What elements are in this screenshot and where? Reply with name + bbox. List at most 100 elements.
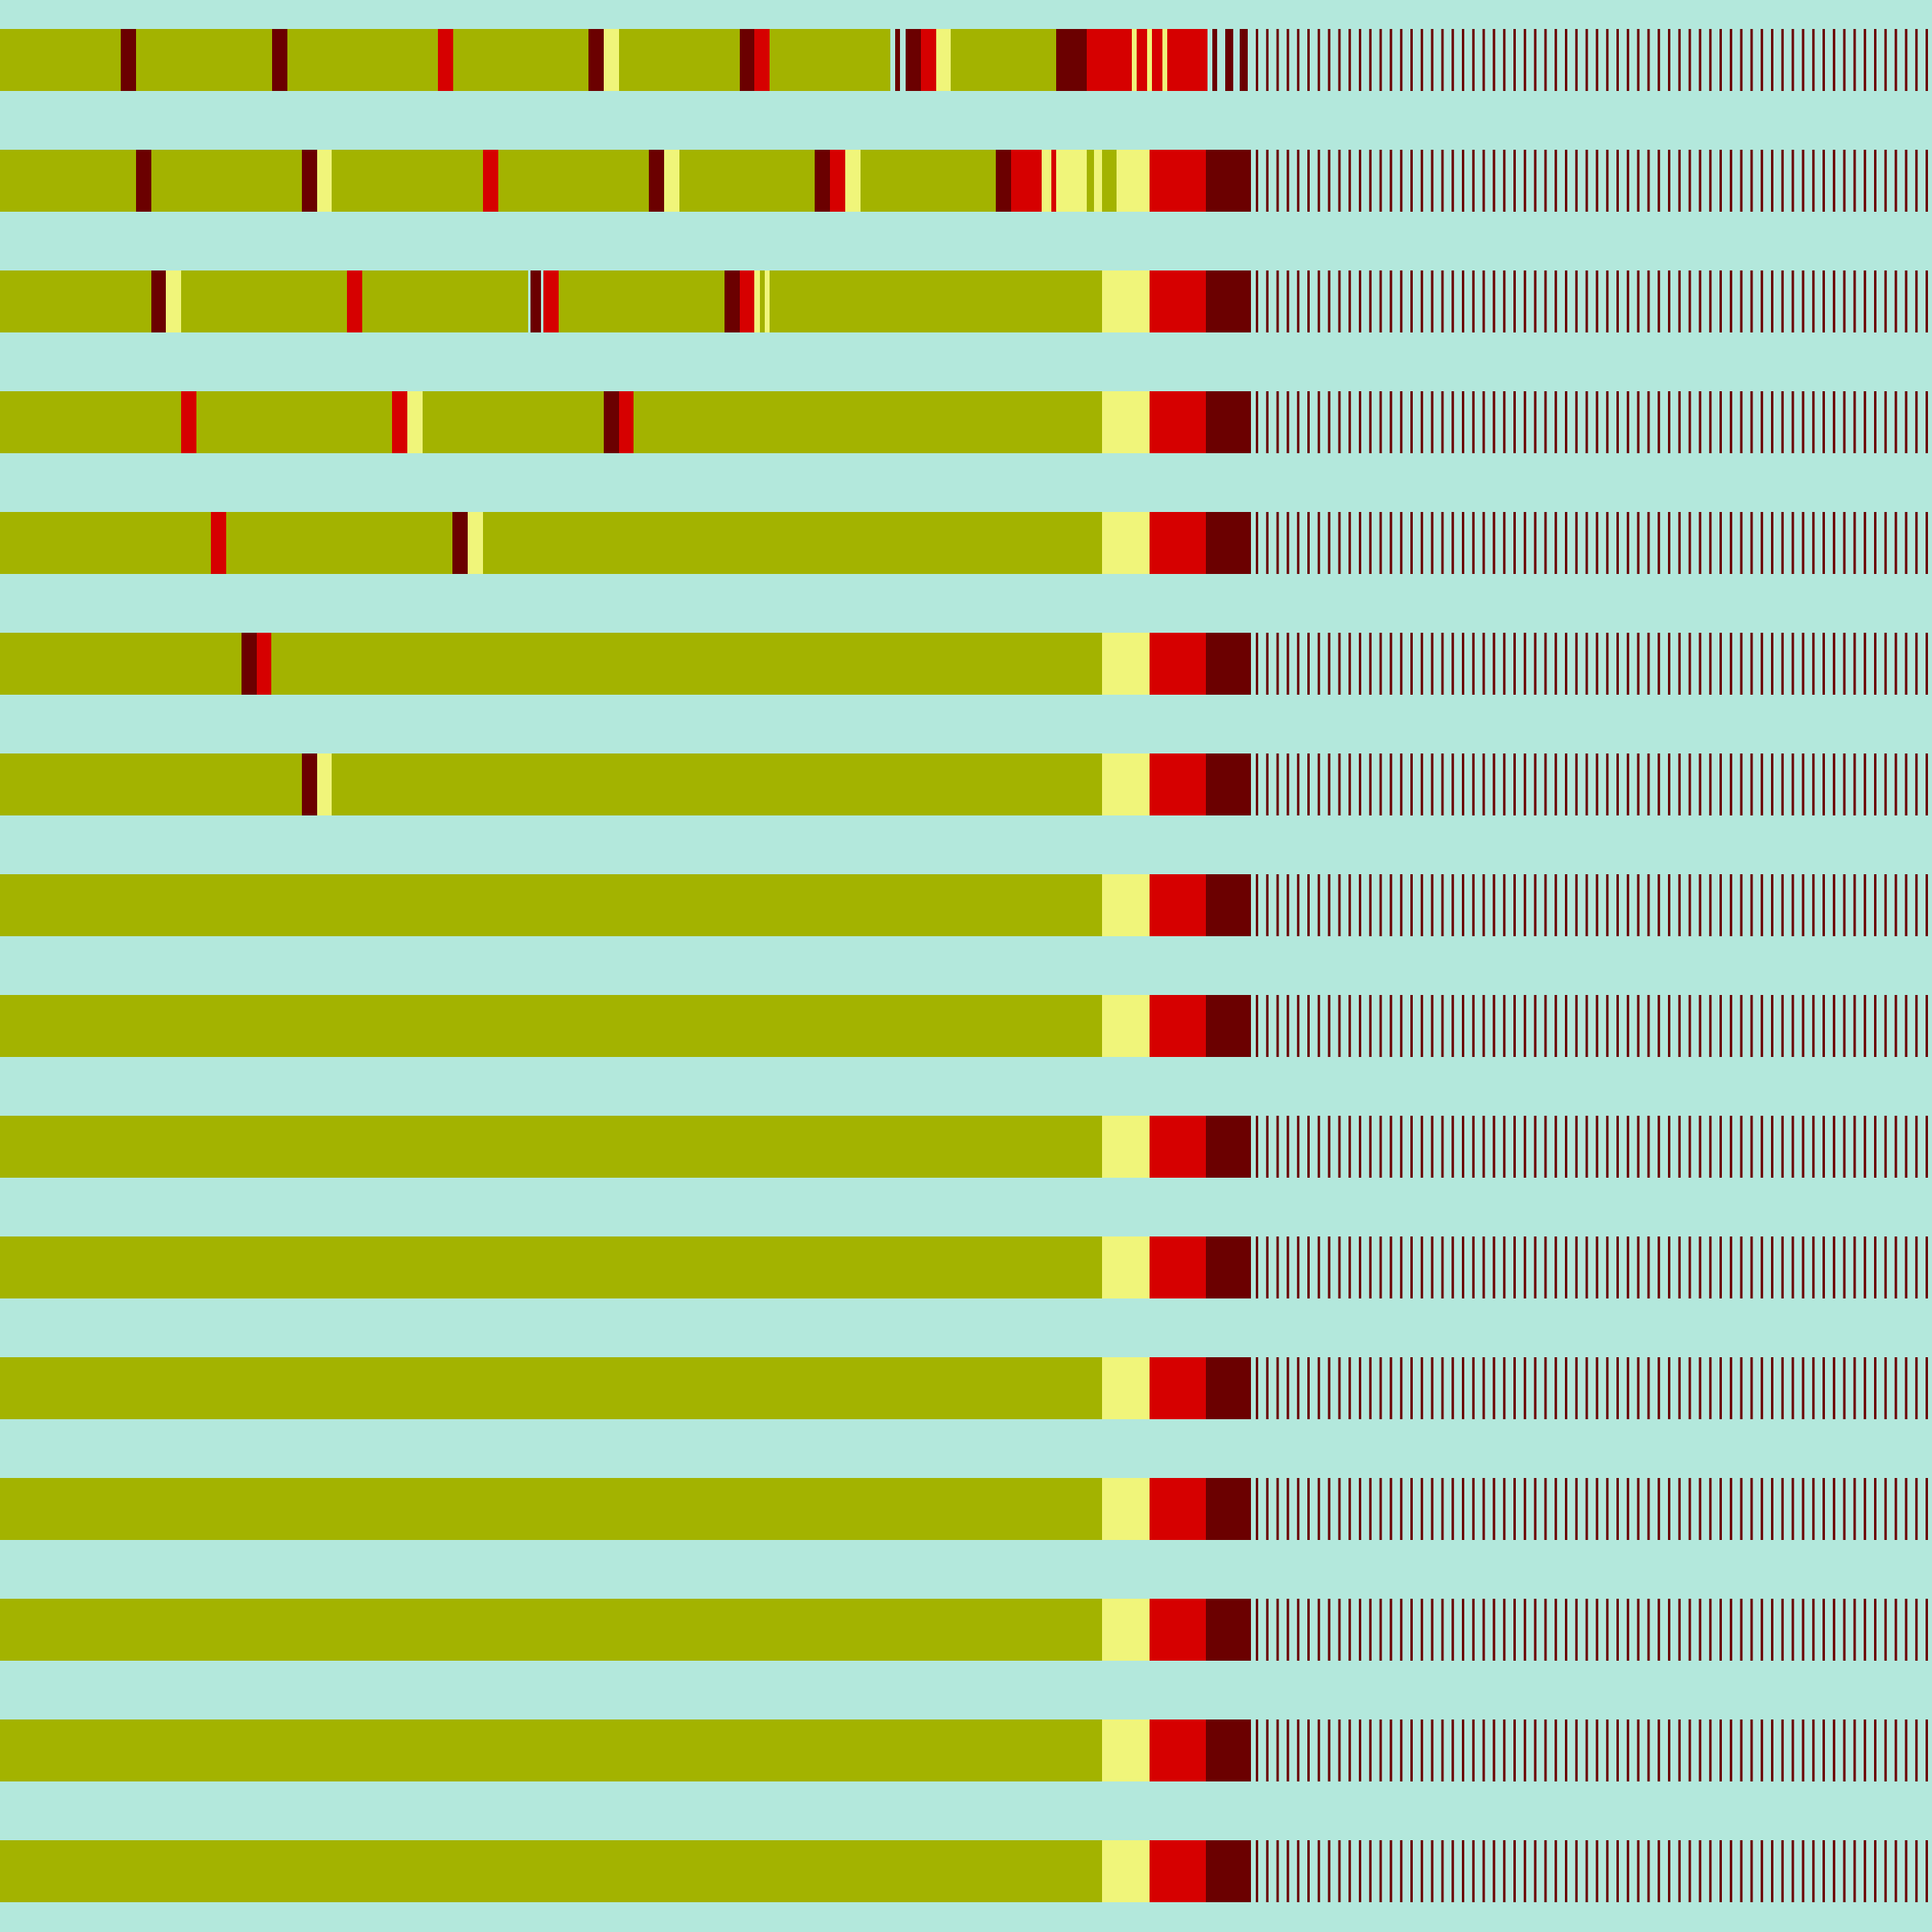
stripe-mark — [1400, 1116, 1403, 1178]
stripe-mark — [1843, 1116, 1846, 1178]
bar-segment — [1042, 150, 1051, 212]
stripe-mark — [1472, 1116, 1475, 1178]
bar-segment — [347, 270, 362, 332]
stripe-mark — [1812, 29, 1815, 91]
bar-segment — [0, 1357, 1102, 1419]
bar-segment — [0, 1478, 1102, 1540]
stripe-mark — [1647, 874, 1650, 936]
stripe-mark — [1915, 1116, 1918, 1178]
stripe-mark — [1626, 1236, 1629, 1298]
bar-segment — [1102, 1116, 1150, 1178]
stripe-mark — [1905, 150, 1908, 212]
stripe-mark — [1832, 512, 1835, 574]
bar-segment — [895, 29, 900, 91]
stripe-mark — [1915, 1236, 1918, 1298]
stripe-mark — [1915, 1719, 1918, 1781]
stripe-mark — [1307, 1116, 1310, 1178]
stripe-mark — [1750, 150, 1753, 212]
bar-segment — [679, 150, 815, 212]
stripe-mark — [1719, 29, 1722, 91]
stripe-mark — [1492, 150, 1496, 212]
stripe-mark — [1668, 874, 1670, 936]
stripe-mark — [1678, 633, 1681, 695]
stripe-mark — [1699, 1719, 1702, 1781]
stripe-mark — [1585, 1116, 1588, 1178]
stripe-mark — [1297, 1478, 1300, 1540]
stripe-mark — [1823, 1719, 1825, 1781]
stripe-mark — [1596, 633, 1599, 695]
stripe-mark — [1802, 1599, 1805, 1661]
stripe-mark — [1575, 29, 1578, 91]
stripe-mark — [1926, 1840, 1928, 1902]
stripe-mark — [1565, 270, 1567, 332]
stripe-mark — [1781, 1116, 1784, 1178]
bar-segment — [1206, 874, 1251, 936]
stripe-mark — [1534, 150, 1537, 212]
stripe-mark — [1420, 1236, 1423, 1298]
stripe-mark — [1729, 995, 1732, 1057]
stripe-mark — [1276, 270, 1279, 332]
stripe-mark — [1606, 270, 1609, 332]
stripe-mark — [1379, 1599, 1382, 1661]
stripe-mark — [1400, 995, 1403, 1057]
stripe-mark — [1894, 995, 1897, 1057]
stripe-mark — [1884, 874, 1887, 936]
stripe-mark — [1688, 150, 1691, 212]
stripe-mark — [1657, 1236, 1661, 1298]
stripe-mark — [1791, 391, 1794, 453]
stripe-mark — [1657, 633, 1661, 695]
stripe-mark — [1359, 1236, 1361, 1298]
stripe-mark — [1544, 1236, 1547, 1298]
stripe-mark — [1368, 270, 1372, 332]
stripe-mark — [1554, 1478, 1558, 1540]
stripe-mark — [1265, 753, 1269, 815]
stripe-mark — [1575, 150, 1578, 212]
stripe-mark — [1596, 995, 1599, 1057]
stripe-mark — [1276, 29, 1279, 91]
stripe-mark — [1905, 874, 1908, 936]
stripe-mark — [1420, 391, 1423, 453]
stripe-mark — [1338, 1599, 1341, 1661]
stripe-mark — [1719, 150, 1722, 212]
stripe-mark — [1832, 1116, 1835, 1178]
stripe-mark — [1616, 995, 1619, 1057]
stripe-mark — [1791, 150, 1794, 212]
stripe-mark — [1441, 1840, 1444, 1902]
stripe-mark — [1482, 1719, 1485, 1781]
stripe-mark — [1359, 1357, 1361, 1419]
stripe-mark — [1606, 1357, 1609, 1419]
stripe-mark — [1256, 1478, 1258, 1540]
stripe-mark — [1297, 1357, 1300, 1419]
stripe-mark — [1276, 995, 1279, 1057]
stripe-mark — [1575, 1478, 1578, 1540]
stripe-mark — [1894, 1236, 1897, 1298]
stripe-mark — [1338, 1116, 1341, 1178]
stripe-mark — [1420, 29, 1423, 91]
stripe-mark — [1637, 1116, 1640, 1178]
stripe-mark — [1853, 1478, 1856, 1540]
stripe-mark — [1441, 391, 1444, 453]
stripe-mark — [1853, 1116, 1856, 1178]
stripe-mark — [1874, 270, 1876, 332]
stripe-mark — [1544, 1599, 1547, 1661]
bar-segment — [332, 753, 1102, 815]
stripe-mark — [1709, 995, 1712, 1057]
stripe-mark — [1451, 1478, 1455, 1540]
stripe-mark — [1802, 1357, 1805, 1419]
bar-segment — [181, 270, 347, 332]
stripe-mark — [1482, 1116, 1485, 1178]
stripe-mark — [1451, 874, 1455, 936]
stripe-mark — [1802, 995, 1805, 1057]
stripe-mark — [1503, 1116, 1506, 1178]
stripe-mark — [1451, 753, 1455, 815]
stripe-mark — [1348, 391, 1352, 453]
stripe-mark — [1513, 1116, 1516, 1178]
stripe-mark — [1441, 633, 1444, 695]
stripe-mark — [1823, 633, 1825, 695]
stripe-mark — [1482, 270, 1485, 332]
stripe-mark — [1657, 391, 1661, 453]
stripe-mark — [1554, 1236, 1558, 1298]
bar-segment — [0, 995, 1102, 1057]
stripe-mark — [1338, 1236, 1341, 1298]
bar-segment — [815, 150, 830, 212]
